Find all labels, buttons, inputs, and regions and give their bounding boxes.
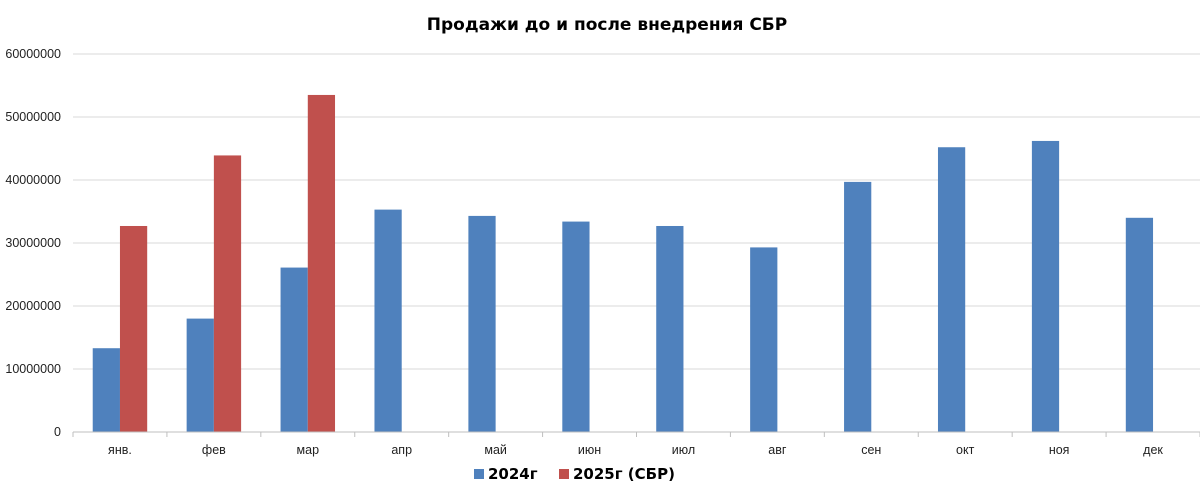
x-tick-label: дек (1143, 443, 1163, 457)
bar-series-1 (844, 181, 872, 432)
bar-series-1 (562, 221, 590, 432)
bar-series-2 (307, 94, 336, 432)
axes: 0 10000000 20000000 30000000 40000000 5000000… (5, 47, 1200, 457)
bar-series-1 (937, 147, 966, 433)
bar-series-1 (750, 247, 778, 432)
legend-label: 2024г (488, 465, 538, 483)
x-tick-label: ноя (1049, 443, 1070, 457)
y-tick-label: 20000000 (5, 299, 61, 313)
x-tick-label: апр (391, 443, 412, 457)
x-tick-label: июл (672, 443, 695, 457)
y-tick-label: 50000000 (5, 110, 61, 124)
legend-label: 2025г (СБР) (573, 465, 675, 483)
bar-series-1 (1125, 217, 1154, 432)
bar-series-1 (186, 318, 214, 432)
bar-series-1 (468, 215, 496, 432)
x-tick-label: июн (578, 443, 601, 457)
x-tick-label: мар (297, 443, 320, 457)
x-tick-label: янв. (108, 443, 132, 457)
y-tick-label: 60000000 (5, 47, 61, 61)
bar-series-2 (213, 155, 242, 432)
gridlines (73, 53, 1200, 370)
x-tick-label: сен (861, 443, 881, 457)
bar-series-1 (656, 225, 684, 432)
x-tick-label: окт (956, 443, 975, 457)
x-tick-label: фев (202, 443, 226, 457)
legend-swatch (474, 469, 484, 479)
chart-title: Продажи до и после внедрения СБР (427, 15, 787, 35)
bar-series-1 (92, 348, 120, 432)
legend: 2024г 2025г (СБР) (474, 465, 675, 483)
bar-series-2 (119, 225, 148, 432)
bars (92, 94, 1154, 433)
bar-series-1 (1031, 140, 1060, 432)
bar-series-1 (280, 267, 308, 432)
x-tick-label: авг (768, 443, 787, 457)
x-tick-label: май (484, 443, 507, 457)
y-tick-label: 0 (54, 425, 61, 439)
y-tick-label: 40000000 (5, 173, 61, 187)
bar-series-1 (374, 209, 402, 432)
y-tick-label: 30000000 (5, 236, 61, 250)
legend-swatch (559, 469, 569, 479)
y-tick-label: 10000000 (5, 362, 61, 376)
